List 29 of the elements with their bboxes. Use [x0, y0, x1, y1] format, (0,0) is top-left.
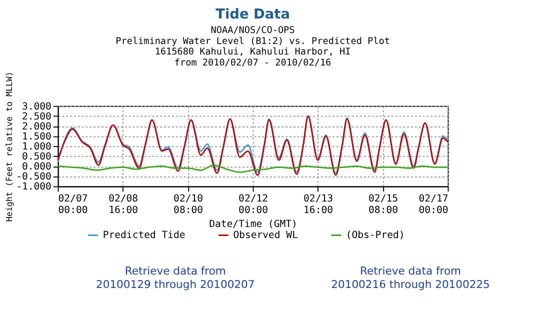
y-tick-label: 1.000	[22, 142, 52, 153]
legend-label: Observed WL	[233, 230, 298, 242]
legend-label: Predicted Tide	[102, 230, 186, 242]
y-axis-title: Height (Feet relative to MLLW)	[4, 72, 14, 222]
y-tick-label: -0.500	[16, 172, 52, 183]
text: 1615680 Kahului, Kahului Harbor, HI	[154, 46, 351, 58]
x-tick-label: 02/15 08:00	[368, 193, 398, 216]
line-series	[57, 164, 448, 173]
legend-label: (Obs-Pred)	[346, 230, 405, 242]
y-tick-label: 2.500	[22, 111, 52, 122]
x-tick-label: 02/07 00:00	[58, 193, 88, 216]
text: NOAA/NOS/CO-OPS	[210, 25, 295, 36]
x-tick-label: 02/17 00:00	[418, 193, 448, 216]
x-tick-label: 02/10 08:00	[174, 193, 204, 216]
y-tick-label: 0.000	[22, 162, 52, 173]
x-tick-label: 02/12 00:00	[238, 193, 268, 216]
text: Retrieve data from 20100129 through 20100207	[96, 264, 255, 292]
y-tick-label: 2.000	[22, 121, 52, 132]
text: from 2010/02/07 - 2010/02/16	[174, 57, 332, 68]
text: Retrieve data from 20100216 through 20100225	[331, 264, 490, 292]
y-tick-label: -1.000	[16, 182, 52, 193]
y-tick-label: 1.500	[22, 131, 52, 142]
y-tick-label: 3.000	[22, 101, 52, 112]
x-tick-label: 02/08 16:00	[108, 193, 138, 216]
y-tick-label: 0.500	[22, 152, 52, 163]
x-tick-label: 02/13 16:00	[304, 193, 334, 216]
x-axis-title: Date/Time (GMT)	[209, 218, 298, 230]
text: Preliminary Water Level (B1:2) vs. Predicted Plot	[116, 36, 390, 47]
chart-title: Tide Data	[216, 6, 290, 22]
